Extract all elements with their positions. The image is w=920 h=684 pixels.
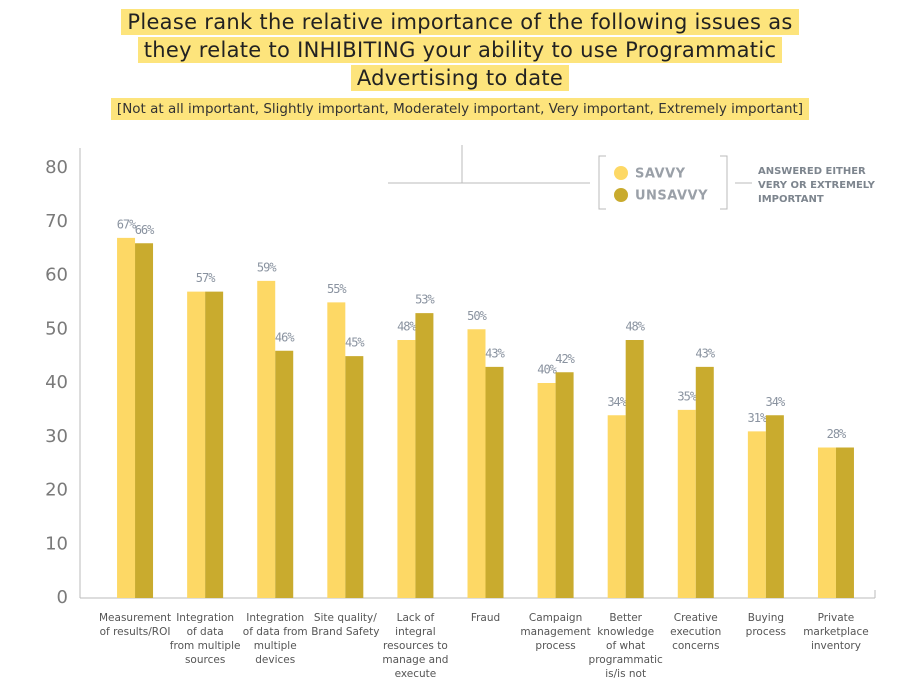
x-tick-label: Better: [609, 612, 642, 624]
y-tick-label: 20: [45, 480, 68, 501]
data-label: 35%: [677, 389, 697, 403]
bar: [187, 291, 206, 598]
x-tick-label: from multiple: [170, 640, 241, 652]
bar: [677, 409, 696, 598]
data-label: 40%: [537, 363, 557, 377]
y-tick-label: 40: [45, 372, 68, 393]
x-tick-label: process: [746, 626, 786, 638]
bar: [765, 415, 784, 598]
x-tick-label: management: [520, 626, 590, 638]
bar: [327, 302, 346, 598]
bar: [275, 350, 294, 598]
bar: [695, 366, 714, 598]
x-tick-label: process: [535, 640, 575, 652]
data-label: 43%: [695, 346, 715, 360]
x-tick-label: of results/ROI: [100, 626, 171, 638]
x-tick-label: of what: [606, 640, 645, 652]
x-tick-label: concerns: [672, 640, 719, 652]
bar: [817, 447, 836, 598]
x-tick-label: Brand Safety: [311, 626, 379, 638]
data-label: 42%: [555, 352, 575, 366]
x-tick-label: resources to: [383, 640, 448, 652]
data-label: 57%: [196, 271, 216, 285]
y-tick-label: 10: [45, 533, 68, 554]
x-tick-label: Integration: [176, 612, 234, 624]
data-label: 48%: [397, 320, 417, 334]
annotation: VERY OR EXTREMELY: [758, 180, 876, 191]
bar: [607, 415, 626, 598]
bar: [625, 340, 644, 598]
y-tick-label: 60: [45, 265, 68, 286]
data-label: 48%: [625, 320, 645, 334]
data-label: 28%: [827, 427, 847, 441]
x-tick-label: Measurement: [99, 612, 171, 624]
bar: [485, 366, 504, 598]
data-label: 53%: [415, 293, 435, 307]
x-tick-label: inventory: [811, 640, 861, 652]
x-tick-label: is/is not: [605, 668, 646, 680]
bar: [117, 237, 136, 598]
x-tick-label: marketplace: [803, 626, 869, 638]
x-tick-label: Site quality/: [314, 612, 377, 624]
legend-swatch: [614, 188, 628, 202]
subtitle: [Not at all important, Slightly importan…: [110, 98, 810, 120]
x-tick-label: Private: [818, 612, 855, 624]
x-tick-label: execute: [395, 668, 437, 680]
title-line: they relate to INHIBITING your ability t…: [137, 37, 783, 63]
x-tick-label: multiple: [254, 640, 297, 652]
data-label: 34%: [766, 395, 786, 409]
bar: [257, 280, 276, 598]
y-tick-label: 0: [57, 587, 68, 608]
title-line: Please rank the relative importance of t…: [121, 9, 799, 35]
x-tick-label: devices: [255, 654, 295, 666]
data-label: 59%: [257, 260, 277, 274]
bar: [835, 447, 854, 598]
x-tick-label: Lack of: [397, 612, 435, 624]
y-tick-label: 50: [45, 318, 68, 339]
bar: [747, 431, 766, 598]
x-tick-label: execution: [670, 626, 721, 638]
x-tick-label: of data from: [243, 626, 308, 638]
x-tick-label: sources: [185, 654, 225, 666]
x-tick-label: integral: [395, 626, 435, 638]
bar: [537, 383, 556, 598]
data-label: 55%: [327, 282, 347, 296]
bar: [345, 356, 364, 598]
x-tick-label: Fraud: [471, 612, 500, 624]
x-tick-label: Creative: [674, 612, 718, 624]
bar: [205, 291, 224, 598]
x-tick-label: Campaign: [529, 612, 582, 624]
x-tick-label: Integration: [246, 612, 304, 624]
bar: [397, 340, 416, 598]
y-tick-label: 70: [45, 211, 68, 232]
header: Please rank the relative importance of t…: [0, 8, 920, 120]
legend-swatch: [614, 166, 628, 180]
title-line: Advertising to date: [350, 65, 570, 91]
y-tick-label: 30: [45, 426, 68, 447]
data-label: 34%: [607, 395, 627, 409]
data-label: 67%: [117, 217, 137, 231]
data-label: 31%: [748, 411, 768, 425]
annotation: ANSWERED EITHER: [758, 166, 866, 177]
x-tick-label: of data: [187, 626, 224, 638]
x-tick-label: programmatic: [589, 654, 664, 666]
bar: [467, 329, 486, 598]
annotation: IMPORTANT: [758, 194, 824, 205]
bar: [555, 372, 574, 598]
x-tick-label: knowledge: [597, 626, 654, 638]
x-tick-label: manage and: [382, 654, 448, 666]
y-tick-label: 80: [45, 157, 68, 178]
data-label: 50%: [467, 309, 487, 323]
data-label: 46%: [275, 330, 295, 344]
legend-label: UNSAVVY: [635, 189, 708, 204]
data-label: 66%: [135, 223, 155, 237]
data-label: 43%: [485, 346, 505, 360]
data-label: 45%: [345, 336, 365, 350]
x-tick-label: Buying: [748, 612, 784, 624]
legend-label: SAVVY: [635, 167, 686, 182]
bar: [135, 243, 154, 598]
bar: [415, 313, 434, 598]
